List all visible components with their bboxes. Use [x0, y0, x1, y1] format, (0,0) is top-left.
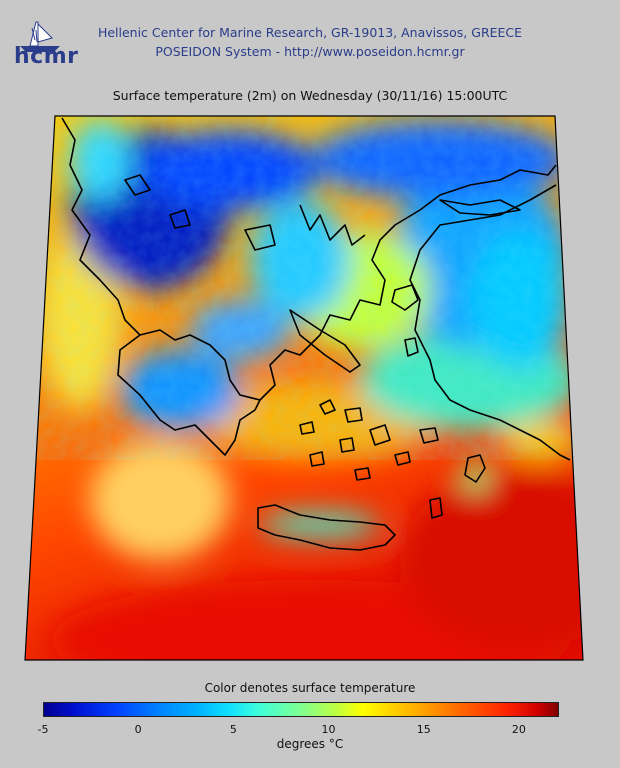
coastline-rhodes	[464, 454, 486, 483]
coastline-lesvos	[391, 284, 419, 311]
colorbar-title: Color denotes surface temperature	[204, 681, 416, 695]
coastline-chios	[404, 337, 419, 357]
coastline-peloponnese	[117, 334, 261, 456]
institution-name: Hellenic Center for Marine Research, GR-…	[97, 25, 523, 40]
colorbar	[43, 702, 559, 717]
colorbar-tick-label: -5	[37, 723, 49, 736]
coastline-balkans	[61, 117, 557, 401]
coastline-crete	[257, 504, 396, 551]
colorbar-tick-label: 20	[511, 723, 526, 736]
map-title: Surface temperature (2m) on Wednesday (3…	[112, 88, 508, 103]
coastlines	[61, 117, 571, 551]
coastline-lakes-north	[124, 174, 276, 251]
colorbar-tick-label: 0	[134, 723, 142, 736]
coastline-anatolia	[409, 184, 571, 461]
hcmr-logo-text: hcmr	[14, 44, 79, 69]
colorbar-tick-label: 10	[321, 723, 336, 736]
colorbar-tick-label: 15	[416, 723, 431, 736]
temperature-map	[24, 115, 584, 661]
coastline-chalkidiki	[299, 204, 366, 246]
coastline-euboea	[289, 309, 361, 373]
coastline-sea-of-marmara	[439, 199, 521, 216]
header: hcmr Hellenic Center for Marine Research…	[0, 0, 620, 80]
temperature-field	[25, 116, 583, 660]
coastline-cyclades	[299, 399, 443, 519]
map-frame	[24, 115, 584, 661]
hcmr-ship-logo-icon	[20, 21, 60, 52]
colorbar-tick-label: 5	[229, 723, 237, 736]
system-url: POSEIDON System - http://www.poseidon.hc…	[155, 44, 465, 59]
colorbar-unit-label: degrees °C	[276, 737, 344, 751]
